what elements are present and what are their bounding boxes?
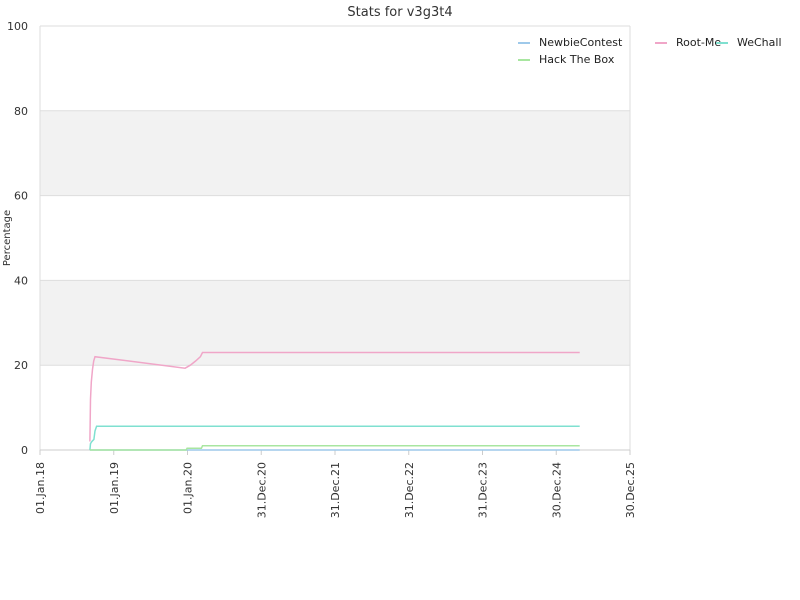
y-axis-ticks: 0 20 40 60 80 100 [7,20,28,457]
x-tick-label: 01.Jan.20 [182,462,195,514]
background-bands [40,110,630,366]
y-axis-label: Percentage [2,210,13,266]
x-tick-label: 30.Dec.24 [550,462,563,518]
x-tick-label: 30.Dec.25 [624,462,637,518]
legend-label-wechall: WeChall [737,36,782,49]
x-axis-ticks: 01.Jan.18 01.Jan.19 01.Jan.20 31.Dec.20 31.D… [34,450,637,518]
legend-label-hack-the-box: Hack The Box [539,53,615,66]
x-tick-label: 31.Dec.22 [403,462,416,518]
series-line-hack-the-box [89,445,580,451]
gridlines [39,25,631,451]
x-tick-label: 01.Jan.18 [34,462,47,514]
chart-title: Stats for v3g3t4 [347,5,452,20]
background-band [40,280,630,366]
y-tick-label: 0 [21,444,28,457]
legend-label-newbiecontest: NewbieContest [539,36,623,49]
y-tick-label: 20 [14,359,28,372]
legend-label-root-me: Root-Me [676,36,721,49]
legend: NewbieContest Root-Me WeChall Hack The Box [518,36,782,66]
y-tick-label: 80 [14,105,28,118]
x-tick-label: 01.Jan.19 [108,462,121,514]
background-band [40,110,630,196]
series-line-wechall [89,425,580,451]
series-lines [89,351,580,451]
x-tick-label: 31.Dec.21 [329,462,342,518]
y-tick-label: 40 [14,274,28,287]
y-tick-label: 60 [14,190,28,203]
y-tick-label: 100 [7,20,28,33]
series-line-root-me [89,351,580,442]
x-tick-label: 31.Dec.20 [255,462,268,518]
x-tick-label: 31.Dec.23 [477,462,490,518]
